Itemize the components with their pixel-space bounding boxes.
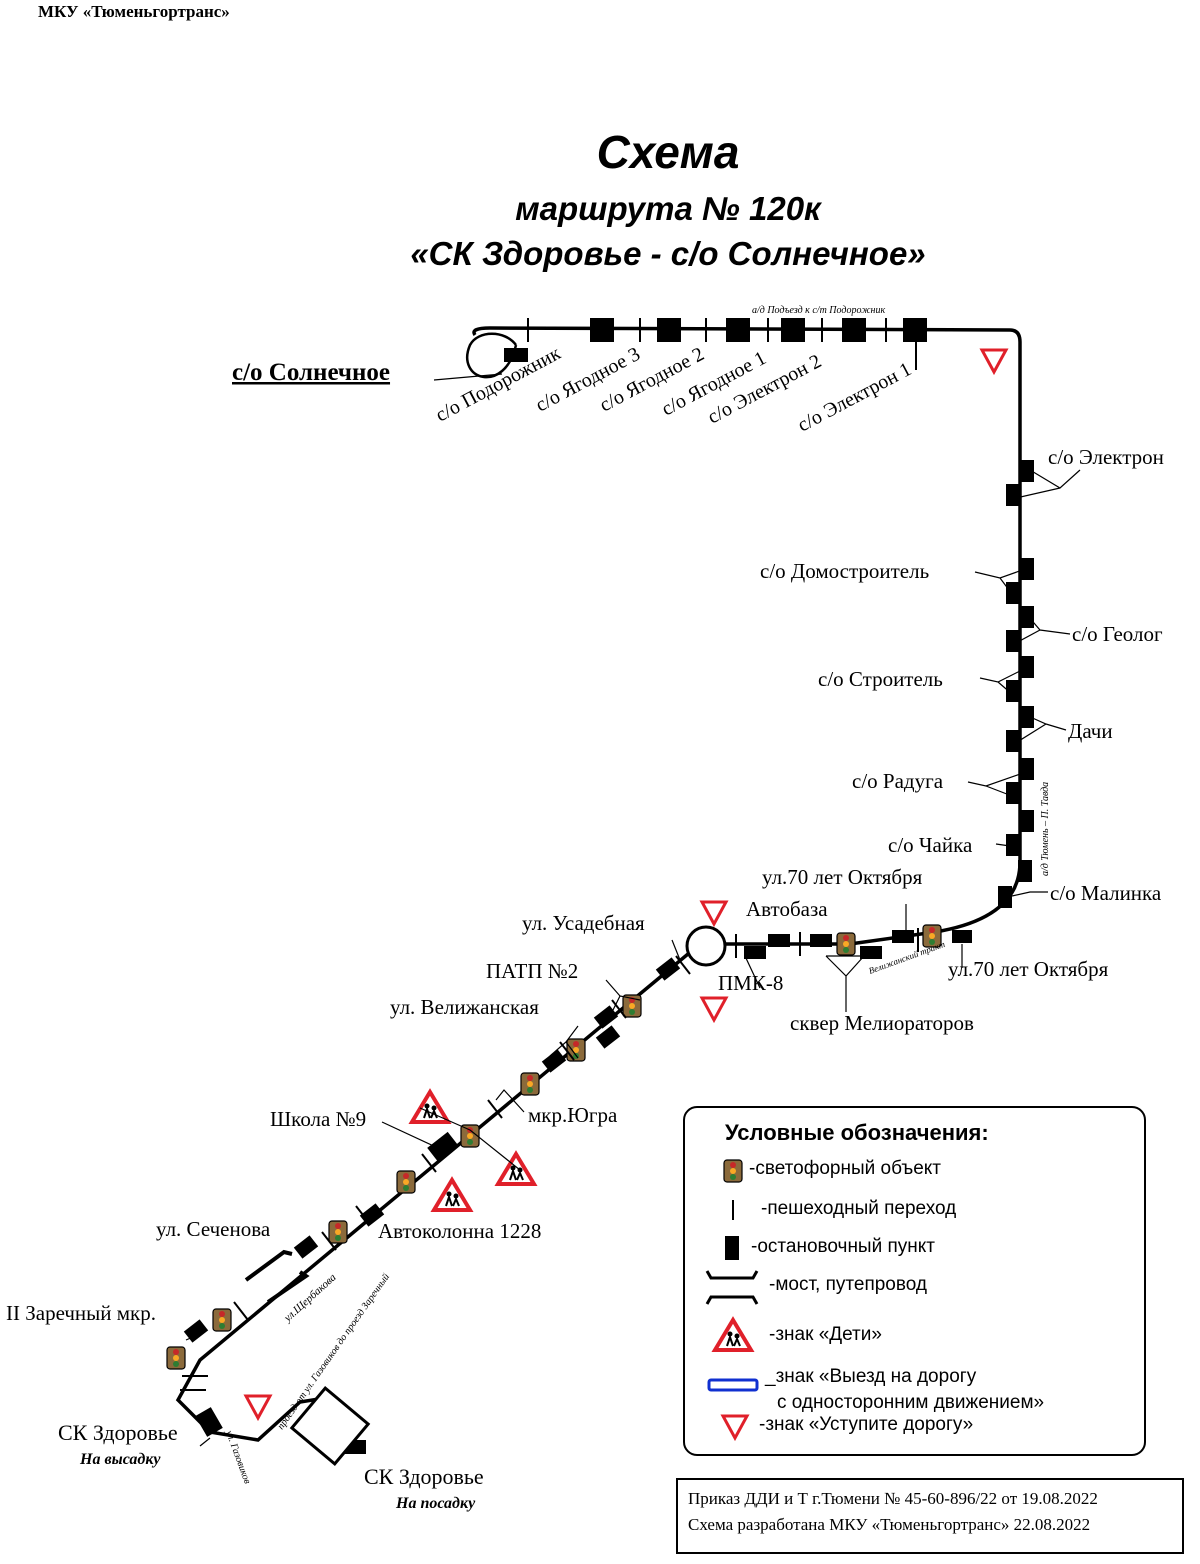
stop-label: II Заречный мкр. xyxy=(6,1301,156,1325)
bridge-icon xyxy=(705,1270,759,1280)
sk-dropoff-note: На высадку xyxy=(79,1451,161,1468)
route-name: «СК Здоровье - с/о Солнечное» xyxy=(410,235,926,272)
sk-pickup-note: На посадку xyxy=(395,1495,476,1512)
legend-item: -светофорный объект xyxy=(749,1158,941,1179)
legend-item: -знак «Уступите дорогу» xyxy=(759,1414,974,1435)
legend-item: -знак «Дети» xyxy=(769,1324,882,1345)
stop-label: ул. Усадебная xyxy=(522,911,645,935)
sk-pickup-label: СК Здоровье xyxy=(364,1464,484,1489)
stop-label: ПАТП №2 xyxy=(486,959,578,983)
stop-label: ПМК-8 xyxy=(718,971,783,995)
bus-stop-icon xyxy=(725,1236,739,1260)
legend-symbols xyxy=(705,1159,759,1440)
legend-item: -пешеходный переход xyxy=(761,1198,957,1219)
stop-label: с/о Чайка xyxy=(888,833,973,857)
stop-label: с/о Малинка xyxy=(1050,881,1162,905)
legend-item: _знак «Выезд на дорогу xyxy=(765,1366,977,1387)
yield-sign-icon-3 xyxy=(700,996,728,1022)
stop-label: Дачи xyxy=(1068,719,1113,743)
order-info-box: Приказ ДДИ и Т г.Тюмени № 45-60-896/22 о… xyxy=(676,1478,1184,1554)
route-number: маршрута № 120к xyxy=(515,190,821,227)
terminal-north-label: с/о Солнечное xyxy=(232,359,390,386)
children-sign-icon-3 xyxy=(432,1178,472,1212)
oneway-sign-icon xyxy=(707,1378,759,1392)
stop-label: Школа №9 xyxy=(270,1107,366,1131)
stop-label: Автоколонна 1228 xyxy=(378,1219,541,1243)
stop-label: ул.70 лет Октября xyxy=(948,957,1109,981)
legend-item: -мост, путепровод xyxy=(769,1274,927,1295)
stop-label: ул. Сеченова xyxy=(156,1217,271,1241)
legend-title: Условные обозначения: xyxy=(725,1120,989,1145)
children-sign-legend-icon xyxy=(713,1318,753,1352)
organization-name: МКУ «Тюменьгортранс» xyxy=(38,2,230,21)
yield-sign-icon xyxy=(980,348,1008,374)
stop-label: Автобаза xyxy=(746,897,828,921)
terminal-loop xyxy=(466,332,518,379)
legend-item: -остановочный пункт xyxy=(751,1236,935,1257)
legend: Условные обозначения: -светофорный объек… xyxy=(683,1106,1146,1456)
stop-label: ул. Велижанская xyxy=(390,995,539,1019)
sk-dropoff-label: СК Здоровье xyxy=(58,1420,178,1445)
stop-label: с/о Радуга xyxy=(852,769,944,793)
traffic-light-icon xyxy=(723,1159,743,1183)
order-line: Приказ ДДИ и Т г.Тюмени № 45-60-896/22 о… xyxy=(688,1489,1098,1508)
stop-label: с/о Строитель xyxy=(818,667,943,691)
stop-label: мкр.Югра xyxy=(528,1103,618,1127)
page-title: Схема xyxy=(596,126,740,178)
yield-sign-legend-icon xyxy=(721,1414,749,1440)
children-sign-icon-2 xyxy=(496,1152,536,1186)
yield-sign-icon-2 xyxy=(700,900,728,926)
stop-label: ул.70 лет Октября xyxy=(762,865,923,889)
stop-label: с/о Домостроитель xyxy=(760,559,929,583)
highway-label: а/д Тюмень – П. Тавда xyxy=(1040,782,1051,876)
stop-label: с/о Электрон xyxy=(1048,445,1164,469)
top-road-label: а/д Подъезд к с/т Подорожник xyxy=(752,305,885,316)
stop-label: сквер Мелиораторов xyxy=(790,1011,974,1035)
street-sherbakova-label: ул.Щербакова xyxy=(281,1271,339,1325)
author-line: Схема разработана МКУ «Тюменьгортранс» 2… xyxy=(688,1515,1091,1534)
legend-item: с односторонним движением» xyxy=(777,1392,1045,1413)
stop-label: с/о Геолог xyxy=(1072,622,1163,646)
yield-sign-icon-4 xyxy=(244,1394,272,1420)
